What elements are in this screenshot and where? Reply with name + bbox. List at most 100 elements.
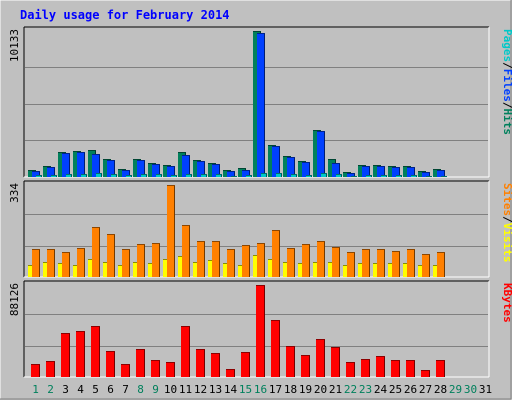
bar-kbytes-day-24 xyxy=(376,356,385,377)
bar-top-edge xyxy=(231,176,237,177)
bar-files-day-28 xyxy=(437,170,445,177)
x-tick-day-2: 2 xyxy=(47,383,54,396)
bar-shade xyxy=(339,163,340,177)
bar-kbytes-day-13 xyxy=(211,353,220,377)
legend-entry-hits: Hits xyxy=(501,109,512,136)
bar-shade xyxy=(114,234,115,277)
x-tick-day-14: 14 xyxy=(224,383,238,396)
bar-kbytes-day-6 xyxy=(106,351,115,377)
bar-shade xyxy=(294,346,295,377)
bar-shade xyxy=(174,362,175,377)
bar-shade xyxy=(444,170,445,177)
bar-kbytes-day-20 xyxy=(316,339,325,377)
bar-kbytes-day-3 xyxy=(61,333,70,377)
bar-pages-day-9 xyxy=(156,174,162,177)
bar-shade xyxy=(264,33,265,177)
bar-files-day-14 xyxy=(227,171,235,177)
bar-kbytes-day-26 xyxy=(406,360,415,377)
bar-top-edge xyxy=(437,170,445,171)
bar-top-edge xyxy=(362,249,370,250)
bar-top-edge xyxy=(182,155,190,156)
legend-entry-: / xyxy=(501,62,512,69)
bar-top-edge xyxy=(261,173,267,174)
bar-shade xyxy=(174,185,175,277)
bar-shade xyxy=(339,347,340,377)
x-tick-day-24: 24 xyxy=(374,383,388,396)
bar-shade xyxy=(39,364,40,377)
bar-top-edge xyxy=(167,185,175,186)
bar-top-edge xyxy=(186,174,192,175)
bar-shade xyxy=(369,249,370,277)
bar-top-edge xyxy=(122,249,130,250)
bar-pages-day-11 xyxy=(186,174,192,177)
legend-entry-pages: Pages xyxy=(501,29,512,62)
bar-sites-day-12 xyxy=(197,241,205,277)
bar-sites-day-7 xyxy=(122,249,130,277)
legend-entry-sites: Sites xyxy=(501,183,512,216)
bar-top-edge xyxy=(62,153,70,154)
bar-top-edge xyxy=(346,362,355,363)
bar-top-edge xyxy=(227,171,235,172)
bar-top-edge xyxy=(36,175,42,176)
bar-top-edge xyxy=(286,346,295,347)
bar-top-edge xyxy=(196,349,205,350)
bar-sites-day-19 xyxy=(302,244,310,277)
bar-pages-day-21 xyxy=(336,174,342,177)
bar-shade xyxy=(324,131,325,177)
bar-shade xyxy=(101,173,102,177)
x-tick-day-31: 31 xyxy=(479,383,492,396)
bar-sites-day-15 xyxy=(242,245,250,277)
bar-files-day-26 xyxy=(407,167,415,177)
bar-shade xyxy=(206,174,207,177)
bar-top-edge xyxy=(422,254,430,255)
bar-top-edge xyxy=(256,285,265,286)
bar-pages-day-8 xyxy=(141,174,147,177)
bar-top-edge xyxy=(107,160,115,161)
bar-top-edge xyxy=(66,174,72,175)
bar-top-edge xyxy=(201,174,207,175)
x-tick-day-26: 26 xyxy=(404,383,417,396)
bar-top-edge xyxy=(193,160,201,161)
bar-files-day-10 xyxy=(167,166,175,177)
bar-top-edge xyxy=(246,175,252,176)
bar-top-edge xyxy=(163,165,171,166)
bar-sites-day-14 xyxy=(227,249,235,277)
bar-shade xyxy=(144,244,145,277)
bar-pages-day-17 xyxy=(276,173,282,177)
bar-sites-day-20 xyxy=(317,241,325,277)
bar-top-edge xyxy=(316,339,325,340)
bar-shade xyxy=(159,360,160,377)
bar-top-edge xyxy=(328,159,336,160)
bar-top-edge xyxy=(302,244,310,245)
bar-top-edge xyxy=(227,249,235,250)
bar-shade xyxy=(99,154,100,177)
bar-top-edge xyxy=(151,360,160,361)
bar-top-edge xyxy=(136,349,145,350)
bar-top-edge xyxy=(212,164,220,165)
bar-kbytes-day-22 xyxy=(346,362,355,377)
bar-files-day-11 xyxy=(182,155,190,177)
bar-top-edge xyxy=(148,163,156,164)
bar-kbytes-day-14 xyxy=(226,369,235,377)
bar-kbytes-day-7 xyxy=(121,364,130,377)
bar-top-edge xyxy=(126,175,132,176)
bar-top-edge xyxy=(121,364,130,365)
bar-sites-day-23 xyxy=(362,249,370,277)
bar-shade xyxy=(71,174,72,177)
bar-shade xyxy=(114,351,115,377)
x-tick-day-6: 6 xyxy=(107,383,114,396)
bar-shade xyxy=(444,360,445,377)
bar-top-edge xyxy=(137,244,145,245)
bar-shade xyxy=(279,320,280,377)
bar-top-edge xyxy=(362,166,370,167)
bar-kbytes-day-8 xyxy=(136,349,145,377)
bar-top-edge xyxy=(152,243,160,244)
bar-sites-day-11 xyxy=(182,225,190,277)
bar-top-edge xyxy=(392,167,400,168)
bar-top-edge xyxy=(156,174,162,175)
bar-shade xyxy=(281,173,282,177)
y-max-label: 88126 xyxy=(8,283,21,316)
bar-top-edge xyxy=(388,166,396,167)
legend-entry-kbytes: KBytes xyxy=(501,283,512,323)
